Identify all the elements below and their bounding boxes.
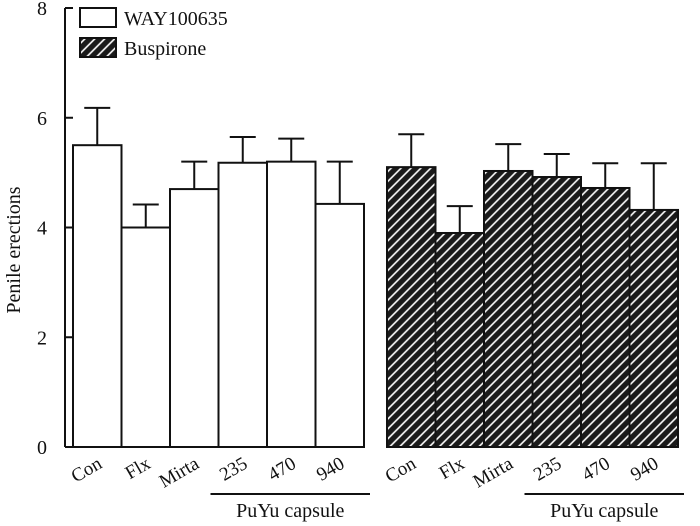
x-label-buspirone-flx: Flx	[436, 453, 469, 484]
bar-way100635-mirta	[169, 188, 220, 448]
y-tick-label-4: 4	[37, 218, 47, 240]
x-label-buspirone-con: Con	[382, 453, 420, 487]
y-axis-ticks: 0 2 4 6 8	[37, 0, 73, 459]
x-label-way100635-mirta: Mirta	[156, 453, 204, 493]
x-label-way100635-940: 940	[313, 453, 348, 485]
y-tick-label-2: 2	[37, 327, 47, 349]
bar-way100635-con	[72, 144, 123, 448]
x-label-way100635-235: 235	[216, 453, 251, 485]
legend-swatch-buspirone	[79, 37, 117, 58]
x-label-way100635-con: Con	[68, 453, 106, 487]
bar-buspirone-470	[580, 186, 631, 449]
legend: WAY100635 Buspirone	[79, 7, 228, 60]
legend-swatch-way100635	[79, 7, 117, 28]
bar-way100635-470	[266, 160, 317, 448]
y-tick-label-8: 8	[37, 0, 47, 20]
y-tick-label-6: 6	[37, 108, 47, 130]
y-axis-title: Penile erections	[3, 186, 25, 313]
bar-way100635-940	[314, 202, 365, 448]
bar-way100635-235	[217, 161, 268, 448]
group-brackets: PuYu capsule PuYu capsule	[210, 493, 684, 522]
legend-label-way100635: WAY100635	[124, 8, 228, 30]
x-label-buspirone-235: 235	[530, 453, 565, 485]
bar-buspirone-940	[628, 208, 679, 448]
group-label-buspirone: PuYu capsule	[550, 500, 658, 522]
legend-label-buspirone: Buspirone	[124, 38, 206, 60]
y-tick-label-0: 0	[37, 437, 47, 459]
error-bars	[84, 106, 667, 233]
x-label-buspirone-470: 470	[579, 453, 614, 485]
bar-buspirone-mirta	[483, 169, 534, 448]
bar-way100635-flx	[120, 226, 171, 448]
bars	[72, 144, 679, 449]
bar-buspirone-flx	[434, 231, 485, 448]
x-label-buspirone-940: 940	[627, 453, 662, 485]
group-label-way100635: PuYu capsule	[236, 500, 344, 522]
x-axis-labels: Con Flx Mirta 235 470 940 Con Flx Mirta 235 470 940	[68, 453, 662, 493]
x-label-way100635-flx: Flx	[122, 453, 155, 484]
bar-buspirone-235	[531, 176, 582, 448]
x-label-buspirone-mirta: Mirta	[470, 453, 518, 493]
bar-buspirone-con	[386, 166, 437, 448]
x-label-way100635-470: 470	[265, 453, 300, 485]
